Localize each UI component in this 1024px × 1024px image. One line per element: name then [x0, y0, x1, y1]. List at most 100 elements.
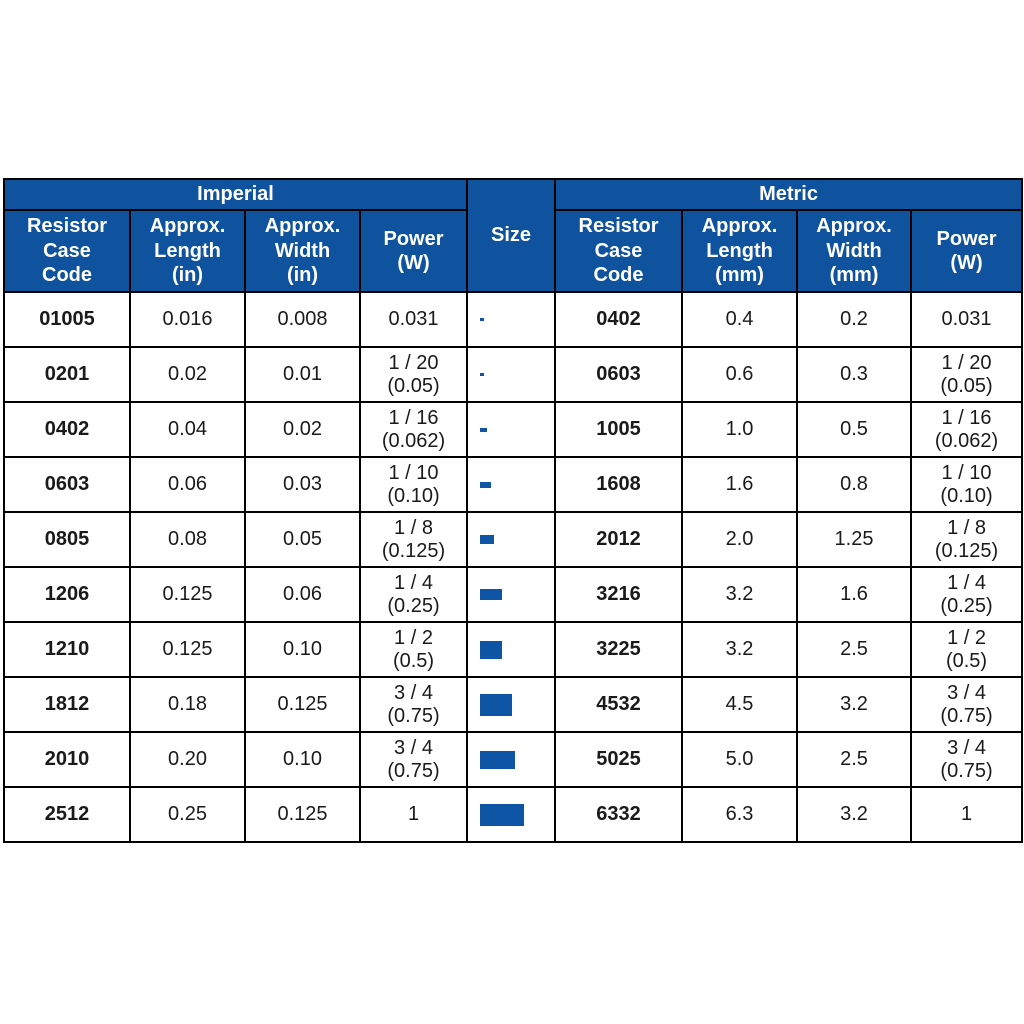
metric-width-cell: 3.2 — [796, 676, 913, 733]
metric-power-cell: 1 / 16 (0.062) — [910, 401, 1024, 458]
table-body: 01005 0.016 0.008 0.031 0402 0.4 0.2 0.031 0201 0… — [3, 291, 1024, 843]
imperial-width-cell: 0.03 — [244, 456, 361, 513]
metric-width-cell: 0.3 — [796, 346, 913, 403]
metric-power-cell: 1 / 10 (0.10) — [910, 456, 1024, 513]
imperial-power-cell: 1 / 16 (0.062) — [358, 401, 469, 458]
metric-length-cell: 1.6 — [681, 456, 799, 513]
size-cell — [466, 401, 557, 458]
metric-power-cell: 3 / 4 (0.75) — [910, 676, 1024, 733]
size-cell — [466, 676, 557, 733]
imperial-power-cell: 3 / 4 (0.75) — [358, 731, 469, 788]
imperial-width-cell: 0.125 — [244, 676, 361, 733]
metric-code-header: Resistor Case Code — [554, 209, 684, 293]
imperial-group-header: Imperial — [2, 178, 469, 211]
metric-length-cell: 3.2 — [681, 566, 799, 623]
table-row: 0402 0.04 0.02 1 / 16 (0.062) 1005 1.0 0.5 1 / … — [3, 401, 1024, 458]
imperial-code-header: Resistor Case Code — [3, 209, 131, 293]
metric-code-cell: 3216 — [554, 566, 684, 623]
imperial-width-cell: 0.10 — [244, 731, 361, 788]
imperial-power-cell: 0.031 — [358, 291, 469, 348]
metric-width-header: Approx. Width (mm) — [796, 209, 913, 293]
size-cell — [466, 566, 557, 623]
metric-width-cell: 2.5 — [796, 731, 913, 788]
imperial-code-cell: 01005 — [3, 291, 131, 348]
size-cell — [466, 621, 557, 678]
size-column-header: Size — [466, 178, 557, 293]
imperial-length-cell: 0.02 — [129, 346, 246, 403]
imperial-width-cell: 0.01 — [244, 346, 361, 403]
metric-length-cell: 4.5 — [681, 676, 799, 733]
table-row: 2010 0.20 0.10 3 / 4 (0.75) 5025 5.0 2.5 3 / 4 … — [3, 731, 1024, 788]
metric-length-cell: 6.3 — [681, 786, 799, 843]
imperial-code-cell: 1210 — [3, 621, 131, 678]
metric-power-cell: 1 / 4 (0.25) — [910, 566, 1024, 623]
metric-power-cell: 1 — [910, 786, 1024, 843]
metric-power-header: Power (W) — [910, 209, 1024, 293]
metric-code-cell: 5025 — [554, 731, 684, 788]
imperial-power-cell: 1 / 2 (0.5) — [358, 621, 469, 678]
imperial-length-header: Approx. Length (in) — [129, 209, 246, 293]
metric-power-cell: 0.031 — [910, 291, 1024, 348]
imperial-length-cell: 0.125 — [129, 566, 246, 623]
imperial-length-cell: 0.016 — [129, 291, 246, 348]
metric-width-cell: 1.6 — [796, 566, 913, 623]
imperial-width-cell: 0.10 — [244, 621, 361, 678]
imperial-power-cell: 1 / 20 (0.05) — [358, 346, 469, 403]
size-cell — [466, 511, 557, 568]
table-row: 0603 0.06 0.03 1 / 10 (0.10) 1608 1.6 0.8 1 / 1… — [3, 456, 1024, 513]
metric-code-cell: 3225 — [554, 621, 684, 678]
imperial-width-cell: 0.125 — [244, 786, 361, 843]
metric-code-cell: 6332 — [554, 786, 684, 843]
size-cell — [466, 786, 557, 843]
metric-code-cell: 1608 — [554, 456, 684, 513]
metric-power-cell: 1 / 8 (0.125) — [910, 511, 1024, 568]
imperial-width-cell: 0.06 — [244, 566, 361, 623]
metric-code-cell: 2012 — [554, 511, 684, 568]
size-cell — [466, 731, 557, 788]
metric-code-cell: 0402 — [554, 291, 684, 348]
metric-code-cell: 4532 — [554, 676, 684, 733]
imperial-width-cell: 0.008 — [244, 291, 361, 348]
imperial-code-cell: 1206 — [3, 566, 131, 623]
size-chip — [480, 318, 485, 321]
imperial-length-cell: 0.04 — [129, 401, 246, 458]
metric-width-cell: 0.2 — [796, 291, 913, 348]
size-cell — [466, 456, 557, 513]
imperial-code-cell: 2512 — [3, 786, 131, 843]
imperial-length-cell: 0.25 — [129, 786, 246, 843]
metric-width-cell: 0.5 — [796, 401, 913, 458]
size-chip — [480, 427, 488, 432]
metric-code-cell: 1005 — [554, 401, 684, 458]
table-row: 1812 0.18 0.125 3 / 4 (0.75) 4532 4.5 3.2 3 / 4… — [3, 676, 1024, 733]
imperial-length-cell: 0.08 — [129, 511, 246, 568]
metric-code-cell: 0603 — [554, 346, 684, 403]
table-row: 01005 0.016 0.008 0.031 0402 0.4 0.2 0.031 — [3, 291, 1024, 348]
imperial-power-cell: 3 / 4 (0.75) — [358, 676, 469, 733]
metric-power-cell: 1 / 20 (0.05) — [910, 346, 1024, 403]
size-chip — [480, 640, 503, 659]
metric-length-cell: 0.4 — [681, 291, 799, 348]
imperial-code-cell: 0402 — [3, 401, 131, 458]
resistor-size-chart-table: Imperial Size Metric Resistor Case Code … — [2, 178, 1024, 843]
size-chip — [480, 803, 525, 826]
imperial-width-header: Approx. Width (in) — [244, 209, 361, 293]
size-chip — [480, 535, 495, 544]
table-row: 0805 0.08 0.05 1 / 8 (0.125) 2012 2.0 1.25 1 / … — [3, 511, 1024, 568]
metric-width-cell: 3.2 — [796, 786, 913, 843]
table-row: 2512 0.25 0.125 1 6332 6.3 3.2 1 — [3, 786, 1024, 843]
imperial-width-cell: 0.05 — [244, 511, 361, 568]
table-row: 0201 0.02 0.01 1 / 20 (0.05) 0603 0.6 0.3 1 / 2… — [3, 346, 1024, 403]
imperial-code-cell: 0603 — [3, 456, 131, 513]
metric-group-header: Metric — [554, 178, 1024, 211]
metric-length-cell: 2.0 — [681, 511, 799, 568]
imperial-power-cell: 1 / 4 (0.25) — [358, 566, 469, 623]
imperial-length-cell: 0.20 — [129, 731, 246, 788]
imperial-power-cell: 1 — [358, 786, 469, 843]
metric-length-cell: 1.0 — [681, 401, 799, 458]
size-cell — [466, 291, 557, 348]
imperial-width-cell: 0.02 — [244, 401, 361, 458]
metric-length-cell: 0.6 — [681, 346, 799, 403]
table-row: 1206 0.125 0.06 1 / 4 (0.25) 3216 3.2 1.6 1 / 4… — [3, 566, 1024, 623]
imperial-length-cell: 0.18 — [129, 676, 246, 733]
